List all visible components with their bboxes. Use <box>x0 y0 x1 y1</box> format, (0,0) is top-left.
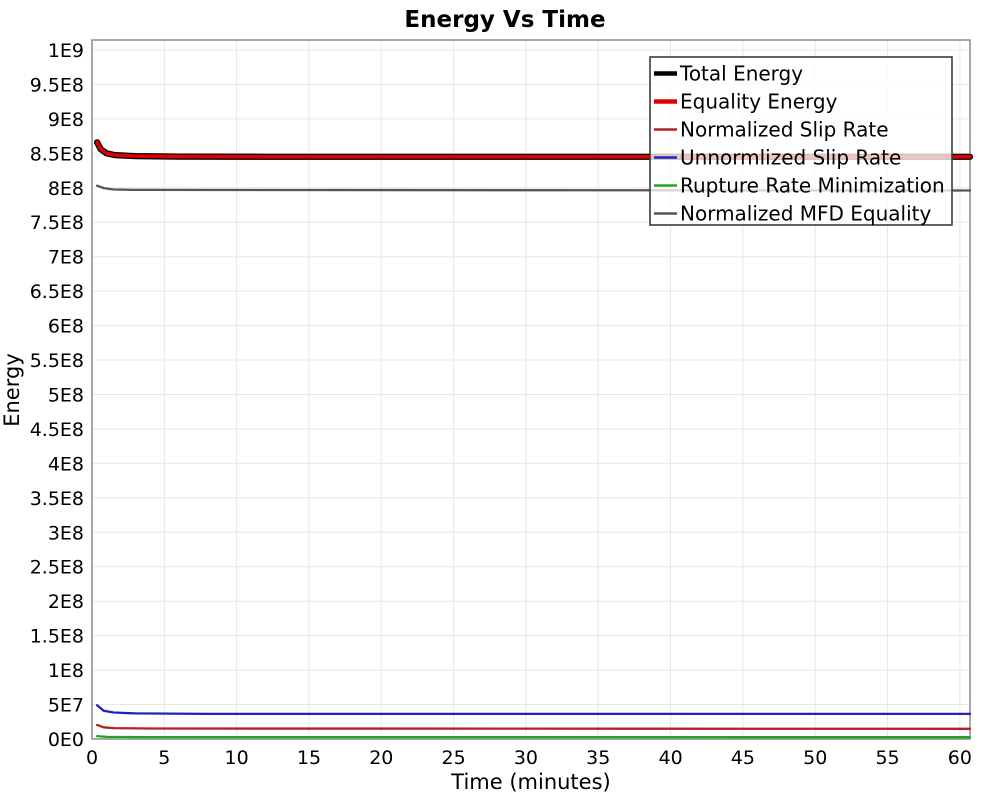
series-line-rupture-rate-minimization <box>95 734 972 739</box>
y-tick-label: 5E7 <box>48 695 84 717</box>
y-tick-label: 2E8 <box>48 591 84 613</box>
x-tick-label: 60 <box>948 747 972 769</box>
y-tick-label: 5.5E8 <box>30 350 84 372</box>
legend-item: Equality Energy <box>654 90 838 114</box>
x-tick-label: 45 <box>731 747 755 769</box>
y-tick-label: 4.5E8 <box>30 419 84 441</box>
y-tick-label: 2.5E8 <box>30 557 84 579</box>
x-tick-label: 20 <box>369 747 393 769</box>
x-tick-label: 15 <box>297 747 321 769</box>
legend-label: Rupture Rate Minimization <box>680 174 945 198</box>
data-series <box>93 139 974 739</box>
legend-box <box>649 56 953 226</box>
x-tick-label: 40 <box>658 747 682 769</box>
x-tick-label: 55 <box>875 747 899 769</box>
series-line-unnormlized-slip-rate <box>95 704 972 716</box>
plot-border <box>91 39 971 740</box>
x-tick-label: 30 <box>514 747 538 769</box>
legend-item: Normalized Slip Rate <box>654 118 889 142</box>
y-tick-label: 0E0 <box>48 729 84 751</box>
x-tick-label: 0 <box>86 747 98 769</box>
y-tick-label: 1E8 <box>48 660 84 682</box>
y-tick-label: 5E8 <box>48 384 84 406</box>
legend-label: Unnormlized Slip Rate <box>680 146 901 170</box>
chart-title: Energy Vs Time <box>404 7 605 33</box>
series-line-equality-energy <box>95 140 972 159</box>
y-tick-label: 3.5E8 <box>30 488 84 510</box>
legend-label: Normalized MFD Equality <box>680 202 932 226</box>
y-tick-label: 3E8 <box>48 522 84 544</box>
y-tick-label: 7E8 <box>48 247 84 269</box>
y-tick-label: 8.5E8 <box>30 143 84 165</box>
legend-label: Total Energy <box>679 62 803 86</box>
y-tick-label: 9.5E8 <box>30 74 84 96</box>
axis-ticks: 0 5 10 15 20 25 30 35 40 45 50 55 60 0E0 5E7 1E8 1.5E8 2E… <box>30 40 972 769</box>
y-tick-label: 6.5E8 <box>30 281 84 303</box>
legend-item: Normalized MFD Equality <box>654 202 932 226</box>
legend-item: Rupture Rate Minimization <box>654 174 945 198</box>
x-tick-label: 50 <box>803 747 827 769</box>
y-axis-label: Energy <box>0 353 24 427</box>
y-tick-label: 8E8 <box>48 178 84 200</box>
y-tick-label: 7.5E8 <box>30 212 84 234</box>
legend-item: Unnormlized Slip Rate <box>654 146 901 170</box>
series-line-normalized-slip-rate <box>95 723 972 730</box>
y-tick-label: 9E8 <box>48 109 84 131</box>
legend-item: Total Energy <box>654 62 803 86</box>
series-line-normalized-mfd-equality <box>95 184 972 192</box>
legend: Total Energy Equality Energy Normalized Sl… <box>649 56 953 226</box>
x-tick-label: 25 <box>442 747 466 769</box>
legend-label: Normalized Slip Rate <box>680 118 889 142</box>
x-tick-label: 5 <box>158 747 170 769</box>
legend-label: Equality Energy <box>680 90 838 114</box>
y-tick-label: 6E8 <box>48 316 84 338</box>
x-axis-label: Time (minutes) <box>450 770 610 794</box>
x-tick-label: 10 <box>225 747 249 769</box>
x-tick-label: 35 <box>586 747 610 769</box>
y-tick-label: 1.5E8 <box>30 626 84 648</box>
y-tick-label: 1E9 <box>48 40 84 62</box>
y-tick-label: 4E8 <box>48 453 84 475</box>
